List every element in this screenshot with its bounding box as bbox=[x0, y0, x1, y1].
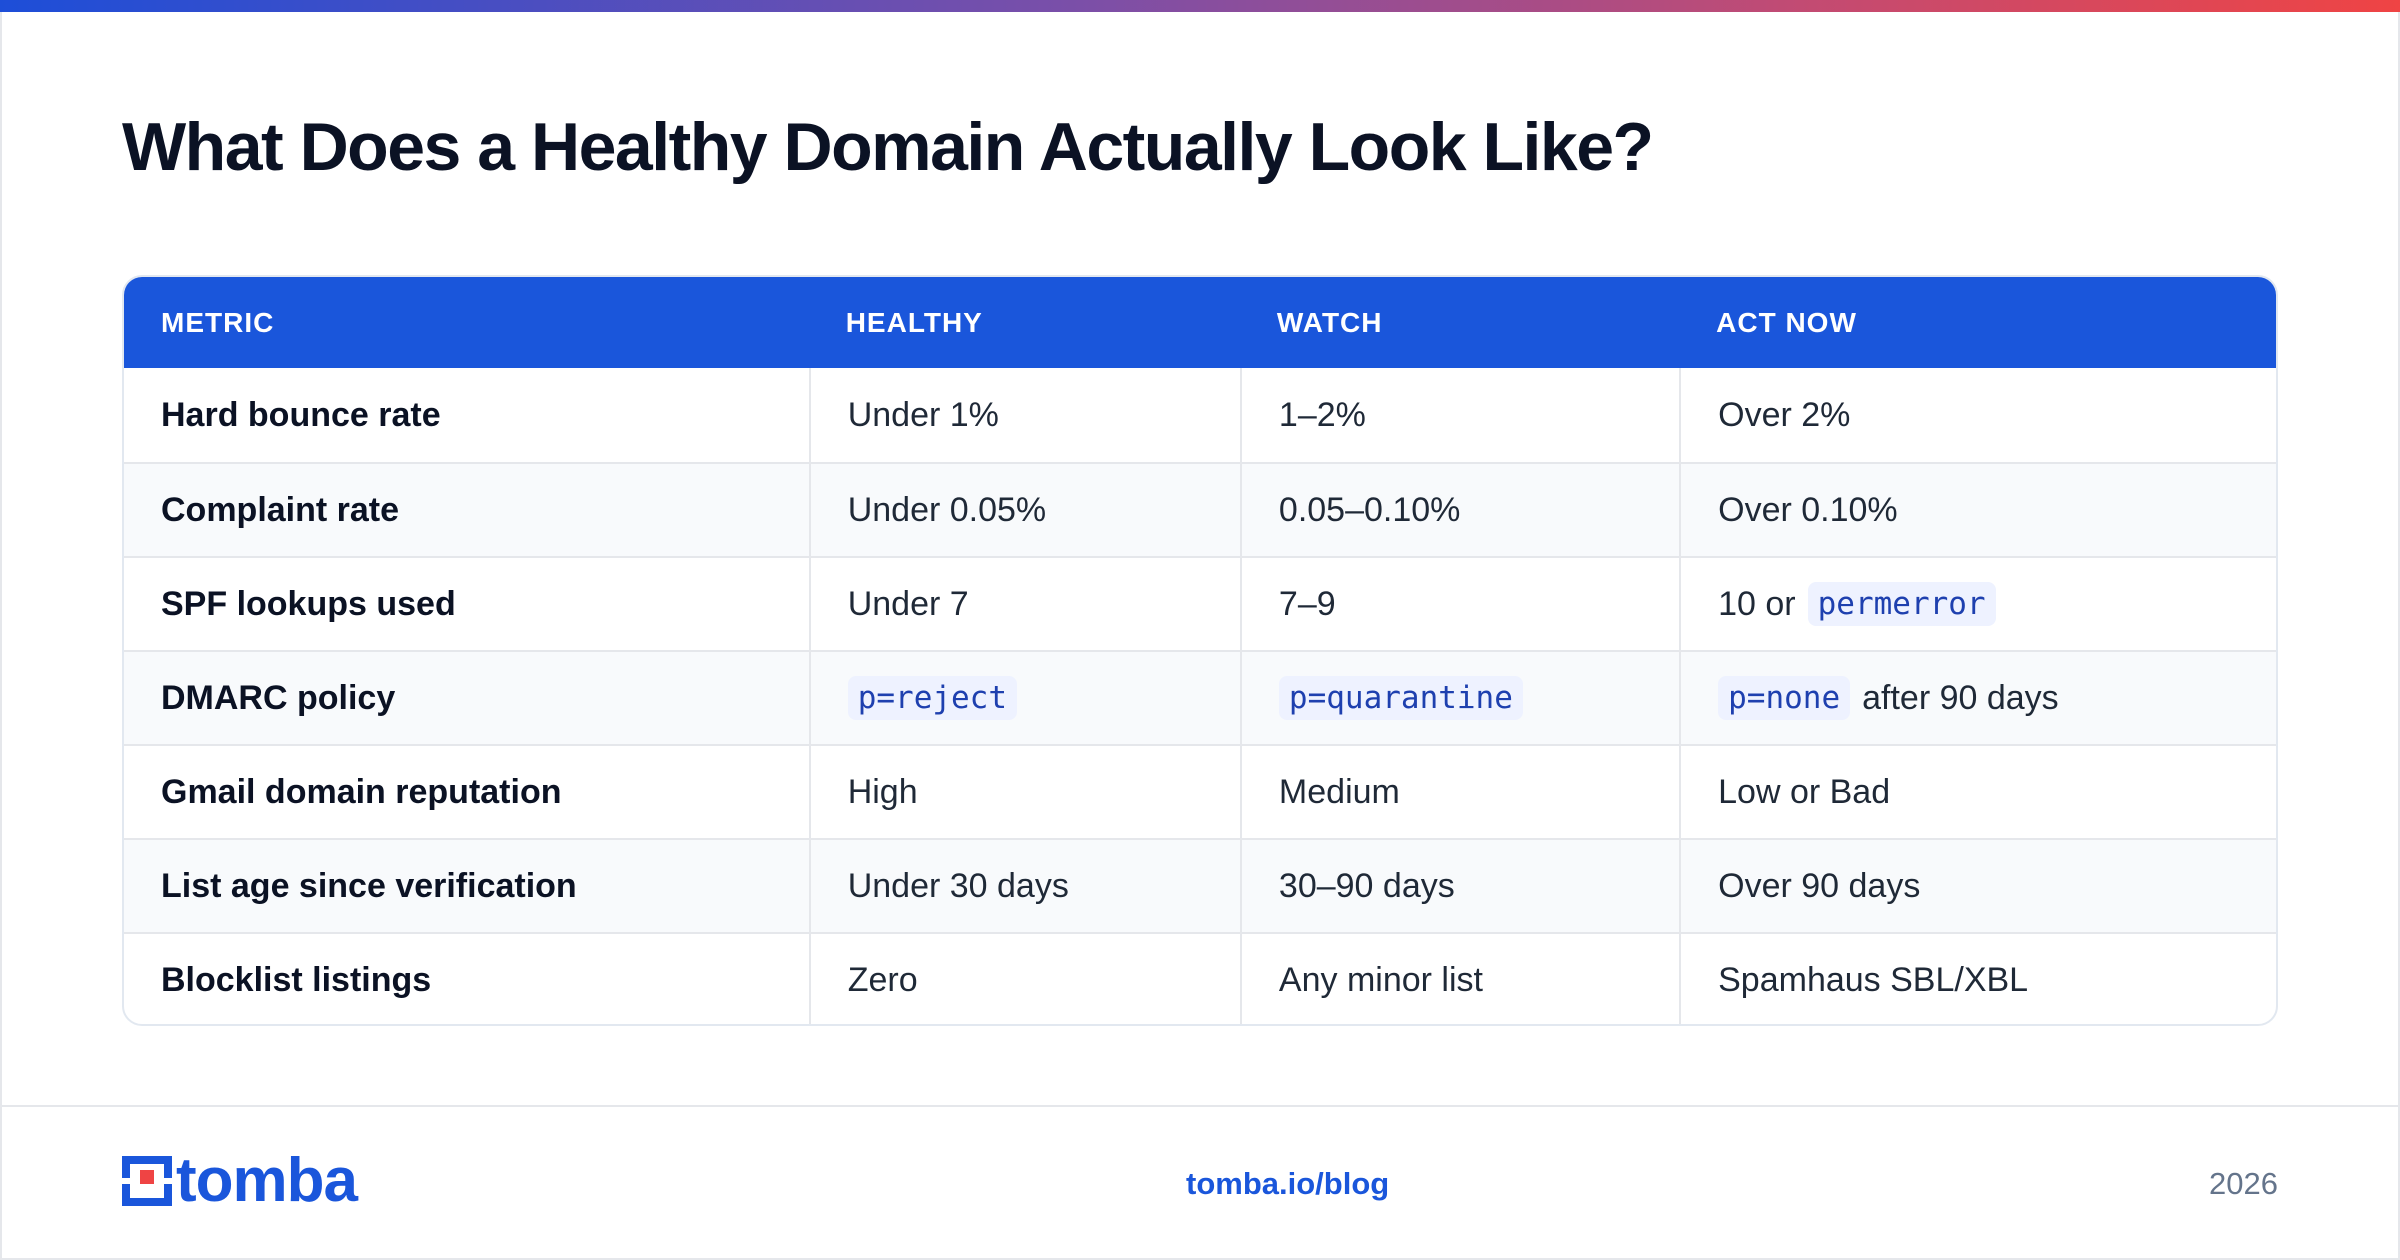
act-now-cell: Low or Bad bbox=[1679, 746, 2276, 838]
metric-cell: SPF lookups used bbox=[161, 584, 456, 623]
healthy-cell: High bbox=[808, 746, 1240, 838]
act-now-cell: Over 0.10% bbox=[1679, 464, 2276, 556]
watch-cell: Any minor list bbox=[1239, 934, 1679, 1024]
top-gradient-bar bbox=[0, 0, 2400, 12]
code-chip: p=quarantine bbox=[1278, 676, 1523, 720]
healthy-cell: Under 0.05% bbox=[808, 464, 1240, 556]
table-row: Complaint rate Under 0.05% 0.05–0.10% Ov… bbox=[124, 462, 2276, 556]
healthy-cell: p=reject bbox=[808, 652, 1240, 744]
metric-cell: Gmail domain reputation bbox=[161, 772, 562, 811]
code-chip: permerror bbox=[1807, 582, 1996, 626]
healthy-cell: Under 30 days bbox=[808, 840, 1240, 932]
table-row: Hard bounce rate Under 1% 1–2% Over 2% bbox=[124, 368, 2276, 462]
footer-divider bbox=[0, 1105, 2400, 1107]
tomba-logo-icon bbox=[122, 1156, 172, 1206]
watch-cell: 1–2% bbox=[1239, 368, 1679, 462]
healthy-cell: Zero bbox=[808, 934, 1240, 1024]
act-now-text: after 90 days bbox=[1862, 678, 2059, 717]
footer-year: 2026 bbox=[2209, 1166, 2278, 1201]
watch-cell: Medium bbox=[1239, 746, 1679, 838]
logo-wordmark: tomba bbox=[176, 1146, 358, 1215]
blog-link[interactable]: tomba.io/blog bbox=[1186, 1166, 1390, 1201]
metric-cell: DMARC policy bbox=[161, 678, 396, 717]
code-chip: p=none bbox=[1718, 676, 1851, 720]
metrics-table: METRIC HEALTHY WATCH ACT NOW Hard bounce… bbox=[122, 275, 2278, 1026]
code-chip: p=reject bbox=[847, 676, 1018, 720]
table-row: Gmail domain reputation High Medium Low … bbox=[124, 744, 2276, 838]
table-row: DMARC policy p=reject p=quarantine p=non… bbox=[124, 650, 2276, 744]
watch-cell: p=quarantine bbox=[1239, 652, 1679, 744]
header-watch: WATCH bbox=[1276, 306, 1383, 338]
table-row: Blocklist listings Zero Any minor list S… bbox=[124, 932, 2276, 1024]
watch-cell: 30–90 days bbox=[1239, 840, 1679, 932]
act-now-cell: Over 2% bbox=[1679, 368, 2276, 462]
act-now-cell: Over 90 days bbox=[1679, 840, 2276, 932]
healthy-cell: Under 1% bbox=[808, 368, 1240, 462]
act-now-cell: Spamhaus SBL/XBL bbox=[1679, 934, 2276, 1024]
header-metric: METRIC bbox=[161, 306, 275, 338]
metric-cell: Hard bounce rate bbox=[161, 395, 441, 434]
act-now-cell: 10 or permerror bbox=[1679, 558, 2276, 650]
header-act-now: ACT NOW bbox=[1716, 306, 1857, 338]
watch-cell: 7–9 bbox=[1239, 558, 1679, 650]
tomba-logo[interactable]: tomba bbox=[122, 1146, 358, 1215]
table-body: Hard bounce rate Under 1% 1–2% Over 2% C… bbox=[124, 368, 2276, 1024]
page-title: What Does a Healthy Domain Actually Look… bbox=[122, 109, 1654, 185]
table-row: List age since verification Under 30 day… bbox=[124, 838, 2276, 932]
metric-cell: Blocklist listings bbox=[161, 960, 432, 999]
watch-cell: 0.05–0.10% bbox=[1239, 464, 1679, 556]
healthy-cell: Under 7 bbox=[808, 558, 1240, 650]
table-header: METRIC HEALTHY WATCH ACT NOW bbox=[124, 277, 2276, 368]
metric-cell: List age since verification bbox=[161, 866, 577, 905]
header-healthy: HEALTHY bbox=[845, 306, 983, 338]
metric-cell: Complaint rate bbox=[161, 490, 400, 529]
table-row: SPF lookups used Under 7 7–9 10 or perme… bbox=[124, 556, 2276, 650]
act-now-cell: p=none after 90 days bbox=[1679, 652, 2276, 744]
act-now-text: 10 or bbox=[1718, 584, 1796, 623]
